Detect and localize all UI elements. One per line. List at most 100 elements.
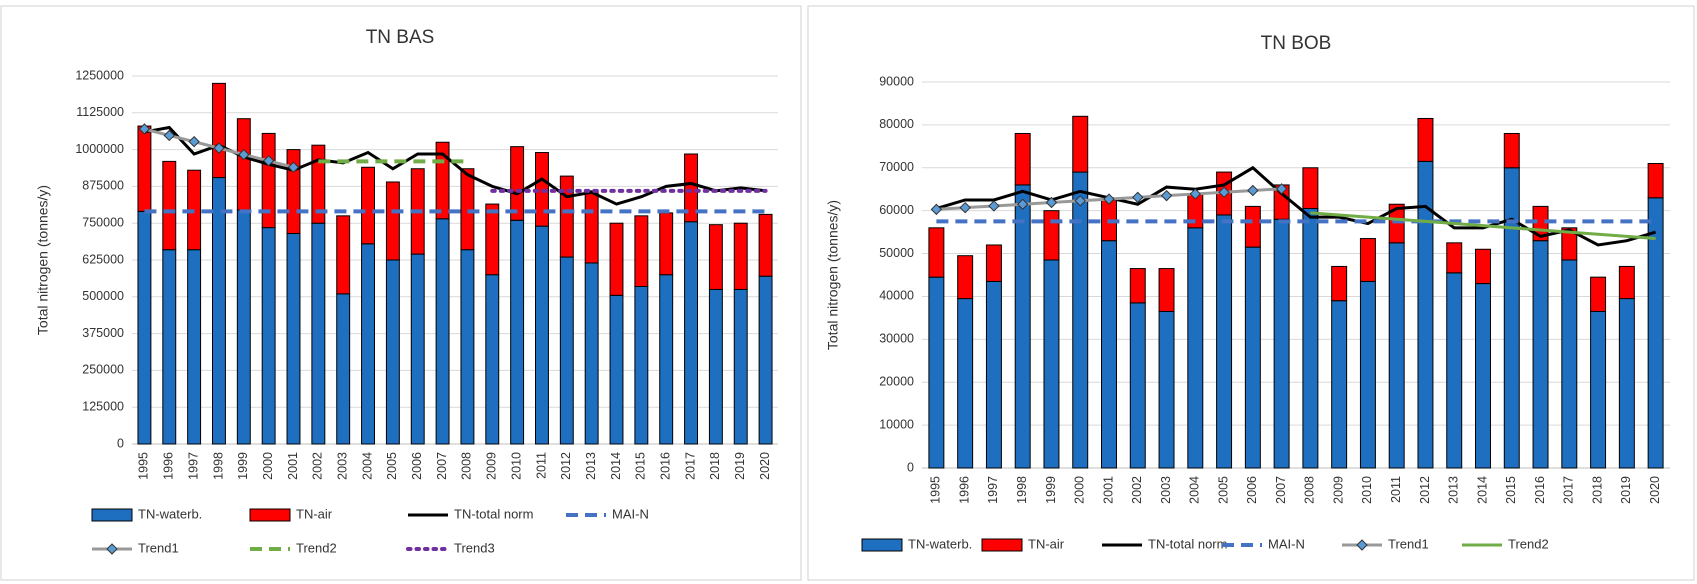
bar [1302,208,1319,469]
bar [1561,227,1578,261]
bar [361,243,375,445]
y-tick-label: 60000 [879,203,914,217]
y-tick-label: 1125000 [76,105,124,119]
legend-swatch [91,508,133,522]
x-tick-label: 2009 [1331,476,1345,504]
bar [286,233,301,445]
bar [684,221,698,445]
legend-label: MAI-N [1268,536,1305,551]
bar [1503,167,1520,469]
x-tick-label: 2007 [1274,476,1288,504]
bar [137,210,152,445]
y-tick-label: 1000000 [75,142,124,156]
bar [957,298,974,469]
x-tick-label: 2005 [1216,476,1230,504]
bar [1043,210,1060,261]
y-tick-label: 50000 [879,246,914,260]
bar [236,209,251,445]
x-tick-label: 2019 [733,452,747,480]
marker [1218,186,1230,198]
bar [659,212,674,276]
bar [1302,167,1319,210]
bar [187,249,202,445]
y-axis-label: Total nitrogen (tonnes/y) [825,200,841,350]
chart-title: TN BOB [1261,33,1332,54]
y-tick-label: 625000 [82,252,124,266]
legend-label: Trend2 [296,540,337,555]
x-tick-label: 2011 [1389,476,1403,503]
x-tick-label: 2008 [1303,476,1317,504]
x-tick-label: 2010 [1360,476,1374,504]
bar [336,215,351,295]
x-tick-label: 2003 [335,452,349,480]
bar [609,222,624,296]
bar [311,222,326,445]
bar [261,227,276,445]
bar [1043,259,1060,469]
legend-label: MAI-N [612,506,649,521]
legend-label: TN-air [1028,536,1065,551]
x-tick-label: 1995 [137,452,151,480]
x-tick-label: 2013 [1447,476,1461,504]
x-tick-label: 2004 [1188,476,1202,504]
x-tick-label: 2002 [1130,476,1144,504]
x-tick-label: 2018 [708,452,722,480]
legend-swatch [861,538,903,552]
x-tick-label: 2005 [385,452,399,480]
bar [634,285,649,445]
bar [435,218,450,445]
marker [213,142,225,154]
x-tick-label: 1998 [1015,476,1029,504]
legend-label: TN-waterb. [908,536,972,551]
bar [1014,184,1031,469]
x-tick-label: 2016 [1533,476,1547,504]
y-tick-label: 0 [117,436,124,450]
marker [1045,196,1058,209]
bar [410,253,425,445]
bar [733,222,748,290]
bar [336,293,351,445]
line [144,125,766,206]
legend-label: TN-total norm [454,506,533,521]
bar [1446,272,1463,469]
x-tick-label: 1997 [186,452,200,480]
bar [162,160,177,251]
x-tick-label: 2004 [360,452,374,480]
bar [1590,276,1607,312]
marker [1160,189,1173,202]
bar [1618,298,1635,469]
bar [311,144,326,224]
x-tick-label: 2019 [1619,476,1633,504]
x-tick-label: 2002 [311,452,325,480]
bar [1647,162,1664,199]
bar [733,288,748,445]
bar [1388,203,1405,244]
bar [1331,265,1348,302]
bar [684,153,698,223]
bar [162,249,177,445]
bar [559,175,574,258]
bar [609,294,624,445]
x-tick-label: 2013 [584,452,598,480]
bar [1158,268,1175,312]
x-tick-label: 2009 [485,452,499,480]
x-tick-label: 2014 [1475,476,1489,504]
y-tick-label: 875000 [82,179,124,193]
legend-swatch [981,538,1023,552]
x-tick-label: 1999 [236,452,250,480]
bar [1158,310,1175,469]
marker [959,201,971,214]
bar [1014,132,1031,186]
bar [584,262,599,445]
line [935,165,1657,247]
x-tick-label: 2020 [758,452,772,480]
bar [460,168,475,251]
bar [510,146,525,221]
bar [137,125,152,212]
bar [485,203,500,276]
marker [1247,184,1259,197]
bar [758,213,773,277]
bar [535,225,549,445]
bar [1072,115,1089,173]
marker [1132,191,1144,204]
